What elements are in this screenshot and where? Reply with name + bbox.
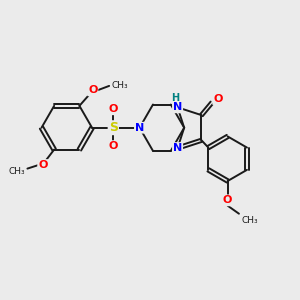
Text: O: O <box>109 141 118 151</box>
Text: S: S <box>109 121 118 134</box>
Text: O: O <box>213 94 223 104</box>
Text: O: O <box>223 195 232 205</box>
Text: N: N <box>173 143 182 153</box>
Text: O: O <box>38 160 47 170</box>
Text: N: N <box>135 123 144 133</box>
Text: CH₃: CH₃ <box>241 216 258 225</box>
Text: CH₃: CH₃ <box>111 80 128 89</box>
Text: O: O <box>88 85 98 95</box>
Text: N: N <box>173 102 182 112</box>
Text: O: O <box>109 104 118 114</box>
Text: CH₃: CH₃ <box>9 167 26 176</box>
Text: H: H <box>171 93 179 103</box>
